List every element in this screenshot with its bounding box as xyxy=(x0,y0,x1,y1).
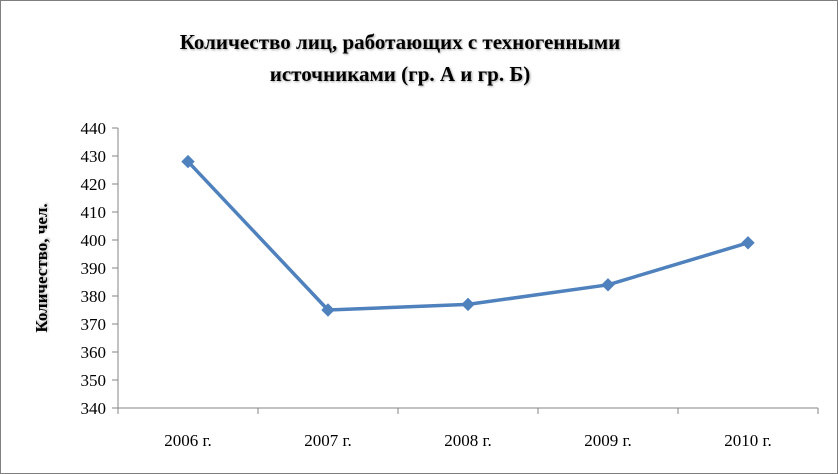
y-tick-label: 370 xyxy=(81,315,107,334)
data-point-marker xyxy=(601,278,615,292)
y-tick-label: 420 xyxy=(81,175,107,194)
y-tick-label: 430 xyxy=(81,147,107,166)
x-tick-label: 2007 г. xyxy=(304,431,352,450)
x-tick-label: 2008 г. xyxy=(444,431,492,450)
chart-title-line-2: источниками (гр. А и гр. Б) xyxy=(269,62,531,86)
data-point-marker xyxy=(181,154,195,169)
y-tick-label: 440 xyxy=(81,119,107,138)
y-tick-label: 340 xyxy=(81,399,107,418)
y-tick-label: 410 xyxy=(81,203,107,222)
y-tick-label: 360 xyxy=(81,343,107,362)
chart-title-line-1: Количество лиц, работающих с техногенным… xyxy=(179,30,621,54)
x-tick-label: 2010 г. xyxy=(724,431,772,450)
x-tick-label: 2006 г. xyxy=(164,431,212,450)
x-tick-label: 2009 г. xyxy=(584,431,632,450)
y-tick-label: 390 xyxy=(81,259,107,278)
series-line xyxy=(186,159,750,312)
y-tick-label: 380 xyxy=(81,287,107,306)
y-tick-label: 350 xyxy=(81,371,107,390)
chart-title: Количество лиц, работающих с техногенным… xyxy=(120,26,680,90)
y-tick-label: 400 xyxy=(81,231,107,250)
data-point-marker xyxy=(321,303,335,317)
data-point-marker xyxy=(461,297,475,312)
data-point-marker xyxy=(741,236,755,250)
